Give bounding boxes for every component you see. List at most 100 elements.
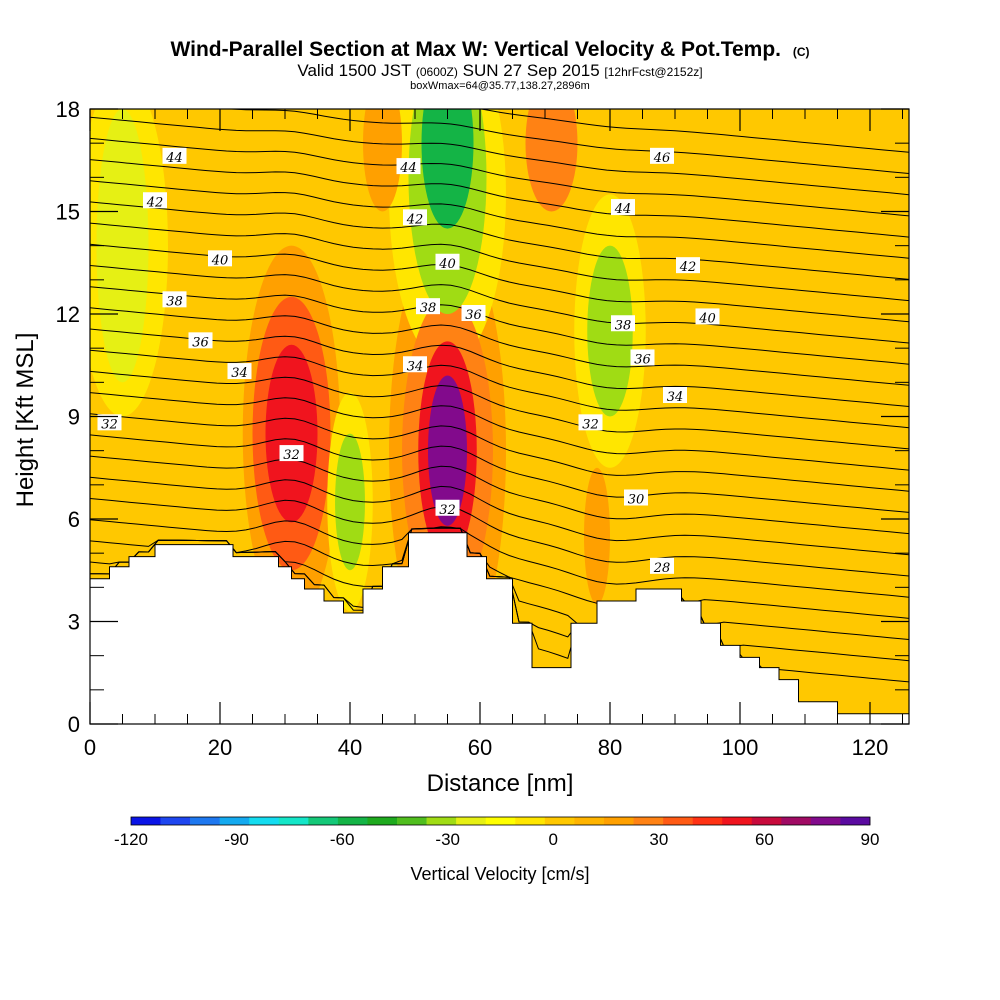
theta-label: 34 bbox=[663, 387, 687, 405]
colorbar-swatch bbox=[722, 817, 753, 825]
colorbar-tick-label: -90 bbox=[224, 830, 249, 849]
colorbar-swatch bbox=[574, 817, 605, 825]
colorbar-swatch bbox=[840, 817, 871, 825]
theta-contour bbox=[90, 413, 909, 492]
theta-contour bbox=[90, 527, 909, 619]
theta-contour bbox=[90, 222, 909, 302]
colorbar-swatch bbox=[160, 817, 191, 825]
theta-contour bbox=[90, 116, 909, 196]
theta-label: 42 bbox=[143, 192, 167, 210]
w-region bbox=[265, 344, 318, 523]
chart-subtitle: Valid 1500 JST (0600Z) SUN 27 Sep 2015 [… bbox=[297, 61, 702, 80]
theta-contour bbox=[90, 307, 909, 386]
theta-contour bbox=[224, 109, 909, 174]
theta-label: 46 bbox=[650, 147, 674, 166]
theta-contour-labels: 44 42 40 38 36 34 32 32 44 42 40 38 36 34 32 32 46 44 42 40… bbox=[97, 147, 720, 576]
potential-temperature-contours bbox=[90, 109, 909, 683]
svg-text:36: 36 bbox=[192, 335, 209, 350]
x-tick-label: 100 bbox=[722, 735, 759, 760]
theta-label: 28 bbox=[650, 557, 674, 576]
theta-contour bbox=[90, 201, 909, 280]
svg-text:32: 32 bbox=[101, 417, 118, 432]
colorbar-tick-label: 60 bbox=[755, 830, 774, 849]
w-region bbox=[421, 109, 474, 229]
theta-label: 36 bbox=[188, 332, 213, 350]
svg-text:28: 28 bbox=[653, 561, 671, 576]
svg-text:44: 44 bbox=[165, 151, 183, 166]
colorbar-tick-label: 0 bbox=[549, 830, 558, 849]
w-region bbox=[584, 467, 610, 605]
theta-contour bbox=[90, 476, 909, 556]
theta-label: 44 bbox=[611, 199, 635, 217]
colorbar-tick-label: 30 bbox=[649, 830, 668, 849]
colorbar-swatch bbox=[249, 817, 280, 825]
colorbar-tick-label: -30 bbox=[435, 830, 460, 849]
svg-text:42: 42 bbox=[679, 260, 697, 275]
x-axis-label: Distance [nm] bbox=[427, 770, 574, 797]
y-tick-label: 15 bbox=[56, 200, 80, 225]
theta-label: 44 bbox=[396, 158, 421, 176]
x-tick-label: 60 bbox=[468, 735, 492, 760]
colorbar-swatch bbox=[544, 817, 575, 825]
colorbar-swatch bbox=[692, 817, 723, 825]
colorbar-swatch bbox=[278, 817, 309, 825]
colorbar-swatch bbox=[633, 817, 664, 825]
svg-text:40: 40 bbox=[211, 253, 229, 268]
theta-contour bbox=[90, 180, 909, 259]
theta-contour bbox=[90, 286, 909, 365]
theta-label: 44 bbox=[162, 147, 187, 166]
w-region bbox=[428, 375, 467, 526]
svg-text:34: 34 bbox=[407, 359, 424, 374]
w-region bbox=[587, 245, 633, 417]
theta-label: 32 bbox=[435, 499, 460, 518]
theta-label: 34 bbox=[227, 363, 252, 381]
theta-label: 30 bbox=[624, 489, 648, 508]
theta-contour bbox=[90, 349, 909, 429]
theta-contour bbox=[90, 159, 909, 238]
svg-text:46: 46 bbox=[653, 151, 671, 166]
colorbar-swatch bbox=[781, 817, 812, 825]
svg-text:38: 38 bbox=[615, 318, 632, 333]
theta-label: 40 bbox=[695, 308, 720, 326]
y-axis-label: Height [Kft MSL] bbox=[12, 333, 39, 508]
colorbar-swatch bbox=[337, 817, 368, 825]
svg-text:32: 32 bbox=[439, 503, 456, 518]
svg-text:44: 44 bbox=[399, 161, 417, 176]
theta-label: 38 bbox=[416, 298, 440, 316]
colorbar-swatch bbox=[810, 817, 841, 825]
y-tick-label: 12 bbox=[56, 302, 80, 327]
theta-contour bbox=[90, 498, 909, 577]
theta-label: 36 bbox=[630, 349, 655, 367]
svg-text:34: 34 bbox=[667, 390, 684, 405]
x-tick-label: 0 bbox=[84, 735, 96, 760]
theta-label: 36 bbox=[461, 305, 486, 323]
terrain-profile bbox=[90, 532, 909, 724]
svg-text:38: 38 bbox=[166, 294, 183, 309]
colorbar-tick-label: 90 bbox=[861, 830, 880, 849]
w-region bbox=[335, 433, 365, 571]
theta-contour bbox=[90, 137, 909, 217]
plot-area: 44 42 40 38 36 34 32 32 44 42 40 38 36 34 32 32 46 44 42 40… bbox=[90, 109, 909, 724]
theta-label: 34 bbox=[403, 356, 427, 374]
colorbar-swatch bbox=[663, 817, 693, 825]
svg-text:42: 42 bbox=[406, 212, 424, 227]
theta-contour bbox=[90, 519, 909, 598]
x-tick-label: 120 bbox=[852, 735, 889, 760]
colorbar-swatch bbox=[219, 817, 250, 825]
colorbar: -120 -90 -60 -30 0 30 60 90 bbox=[114, 816, 880, 849]
theta-contour bbox=[90, 392, 909, 471]
colorbar-label: Vertical Velocity [cm/s] bbox=[410, 864, 589, 884]
colorbar-swatch bbox=[367, 817, 398, 825]
theta-contour bbox=[478, 109, 909, 153]
colorbar-swatch bbox=[190, 817, 220, 825]
theta-label: 40 bbox=[208, 250, 232, 268]
theta-label: 38 bbox=[611, 315, 635, 333]
colorbar-swatch bbox=[485, 817, 516, 825]
colorbar-tick-label: -120 bbox=[114, 830, 148, 849]
y-tick-label: 0 bbox=[68, 712, 80, 737]
svg-text:36: 36 bbox=[465, 308, 482, 323]
svg-text:40: 40 bbox=[438, 257, 456, 272]
y-tick-label: 3 bbox=[68, 610, 80, 635]
svg-text:44: 44 bbox=[614, 202, 632, 217]
